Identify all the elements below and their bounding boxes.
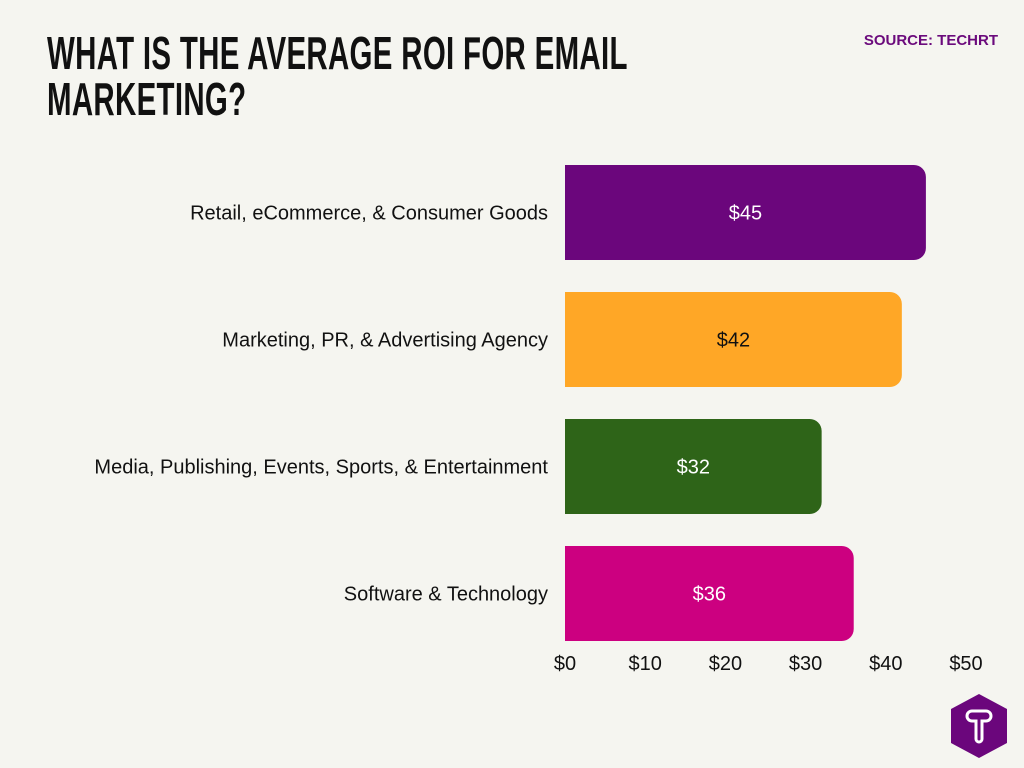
x-tick-label-3: $20: [709, 653, 742, 675]
x-tick-label-5: $40: [869, 653, 902, 675]
category-label-2: Marketing, PR, & Advertising Agency: [222, 330, 548, 352]
bar-2: [565, 292, 902, 387]
category-label-3: Media, Publishing, Events, Sports, & Ent…: [94, 457, 548, 479]
x-tick-label-4: $30: [789, 653, 822, 675]
x-tick-label-6: $50: [949, 653, 982, 675]
source-label: SOURCE: TECHRT: [863, 32, 998, 49]
x-tick-label-1: $0: [554, 653, 576, 675]
data-label-4: $36: [693, 584, 726, 606]
title-line-2: MARKETING?: [47, 73, 247, 125]
category-label-1: Retail, eCommerce, & Consumer Goods: [190, 203, 548, 225]
bar-3: [565, 419, 822, 514]
category-label-4: Software & Technology: [344, 584, 548, 606]
title-line-1: WHAT IS THE AVERAGE ROI FOR EMAIL: [47, 27, 628, 79]
data-label-2: $42: [717, 330, 750, 352]
bar-4: [565, 546, 854, 641]
techrt-logo-icon: [951, 694, 1007, 758]
data-label-3: $32: [677, 457, 710, 479]
data-label-1: $45: [729, 203, 762, 225]
x-tick-label-2: $10: [629, 653, 662, 675]
bar-1: [565, 165, 926, 260]
chart-title: WHAT IS THE AVERAGE ROI FOR EMAIL MARKET…: [47, 30, 628, 122]
